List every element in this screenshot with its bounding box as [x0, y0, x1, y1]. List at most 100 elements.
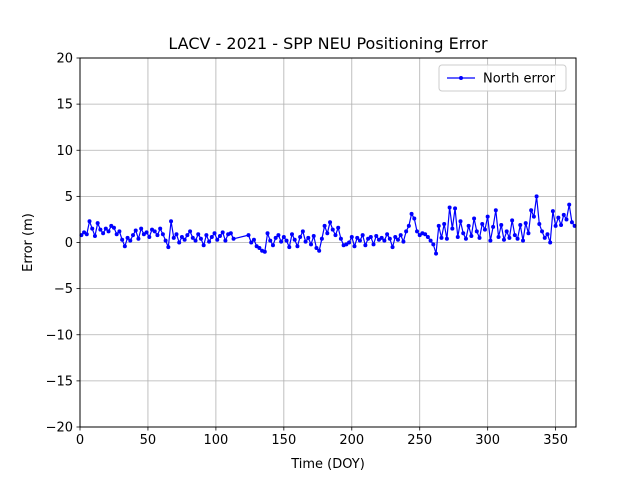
data-point — [523, 221, 528, 226]
data-point — [474, 229, 479, 234]
data-point — [338, 236, 343, 241]
data-point — [84, 232, 89, 237]
data-point — [537, 222, 542, 227]
data-point — [231, 236, 236, 241]
data-point — [515, 236, 520, 241]
x-tick-label: 200 — [339, 433, 364, 448]
data-point — [319, 236, 324, 241]
y-tick-label: 5 — [65, 190, 73, 205]
data-point — [569, 220, 574, 225]
data-point — [510, 218, 515, 223]
data-point — [542, 235, 547, 240]
data-point — [521, 238, 526, 243]
legend-label: North error — [483, 72, 556, 87]
y-tick-label: 15 — [56, 98, 73, 113]
data-point — [128, 238, 133, 243]
data-point — [306, 235, 311, 240]
data-point — [401, 239, 406, 244]
y-tick-label: −20 — [46, 421, 73, 436]
data-point — [101, 231, 106, 236]
data-point — [298, 234, 303, 239]
data-point — [439, 235, 444, 240]
data-point — [217, 234, 222, 239]
x-tick-label: 100 — [203, 433, 228, 448]
data-point — [412, 216, 417, 221]
data-point — [387, 236, 392, 241]
data-point — [265, 231, 270, 236]
data-point — [292, 237, 297, 242]
data-point — [385, 232, 390, 237]
data-point — [434, 251, 439, 256]
data-point — [357, 238, 362, 243]
data-point — [198, 236, 203, 241]
data-point — [466, 223, 471, 228]
data-point — [534, 194, 539, 199]
x-tick-label: 350 — [543, 433, 568, 448]
series-line — [80, 196, 576, 254]
data-point — [504, 229, 509, 234]
data-point — [444, 236, 449, 241]
data-point — [363, 243, 368, 248]
data-point — [257, 246, 262, 251]
data-point — [215, 237, 220, 242]
data-point — [92, 234, 97, 239]
data-point — [284, 238, 289, 243]
data-point — [477, 235, 482, 240]
data-point — [529, 208, 534, 213]
data-point — [152, 229, 157, 234]
data-point — [482, 227, 487, 232]
data-point — [309, 242, 314, 247]
data-point — [249, 240, 254, 245]
y-tick-label: −15 — [46, 374, 73, 389]
legend-marker — [459, 76, 463, 80]
data-point — [390, 245, 395, 250]
data-point — [553, 223, 558, 228]
data-point — [564, 217, 569, 222]
data-point — [188, 229, 193, 234]
data-point — [480, 222, 485, 227]
data-point — [458, 219, 463, 224]
data-point — [158, 226, 163, 231]
plot-area — [79, 194, 577, 256]
data-point — [409, 211, 414, 216]
data-point — [179, 234, 184, 239]
data-point — [130, 233, 135, 238]
data-point — [550, 209, 555, 214]
data-point — [455, 234, 460, 239]
data-point — [155, 233, 160, 238]
data-point — [518, 222, 523, 227]
data-point — [415, 229, 420, 234]
data-point — [423, 232, 428, 237]
data-point — [499, 222, 504, 227]
data-point — [347, 240, 352, 245]
data-point — [90, 226, 95, 231]
data-point — [447, 205, 452, 210]
data-point — [120, 237, 125, 242]
data-point — [488, 238, 493, 243]
data-point — [279, 239, 284, 244]
data-point — [507, 235, 512, 240]
data-point — [442, 222, 447, 227]
legend: North error — [438, 64, 567, 92]
data-point — [491, 224, 496, 229]
chart-title: LACV - 2021 - SPP NEU Positioning Error — [168, 34, 488, 53]
data-point — [393, 234, 398, 239]
data-point — [425, 234, 430, 239]
y-tick-label: −10 — [46, 328, 73, 343]
data-point — [177, 240, 182, 245]
data-point — [273, 235, 278, 240]
data-point — [531, 214, 536, 219]
data-point — [317, 248, 322, 253]
data-point — [485, 214, 490, 219]
data-point — [382, 238, 387, 243]
data-point — [204, 233, 209, 238]
data-point — [567, 202, 572, 207]
data-point — [139, 226, 144, 231]
data-point — [371, 242, 376, 247]
data-point — [349, 234, 354, 239]
data-point — [228, 231, 233, 236]
data-point — [303, 239, 308, 244]
data-point — [436, 223, 441, 228]
data-point — [174, 232, 179, 237]
